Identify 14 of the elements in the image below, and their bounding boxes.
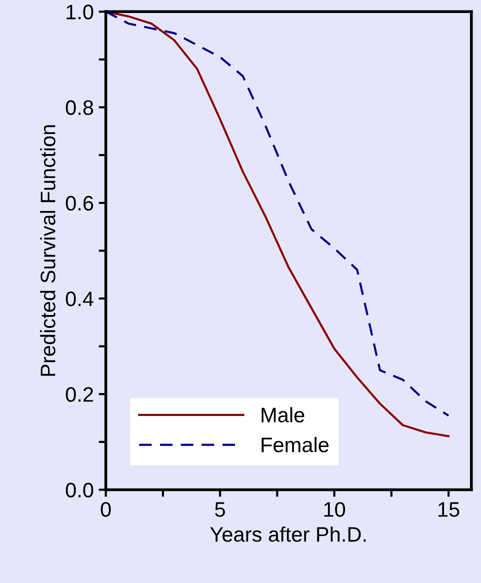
x-tick-label: 15 bbox=[438, 502, 460, 517]
x-axis-title: Years after Ph.D. bbox=[210, 526, 366, 542]
x-tick-label: 10 bbox=[324, 502, 346, 517]
y-tick-label: 0.8 bbox=[66, 100, 94, 116]
legend-label: Male bbox=[262, 407, 304, 422]
y-tick-label: 0.4 bbox=[66, 291, 94, 306]
legend-label: Female bbox=[262, 436, 329, 452]
y-axis-title: Predicted Survival Function bbox=[40, 125, 56, 376]
y-tick-label: 0.0 bbox=[66, 482, 94, 498]
y-tick-label: 1.0 bbox=[66, 4, 94, 20]
y-tick-label: 0.6 bbox=[66, 196, 94, 211]
x-tick-label: 0 bbox=[100, 502, 111, 517]
x-tick-label: 5 bbox=[215, 502, 225, 517]
y-tick-label: 0.2 bbox=[66, 387, 93, 402]
